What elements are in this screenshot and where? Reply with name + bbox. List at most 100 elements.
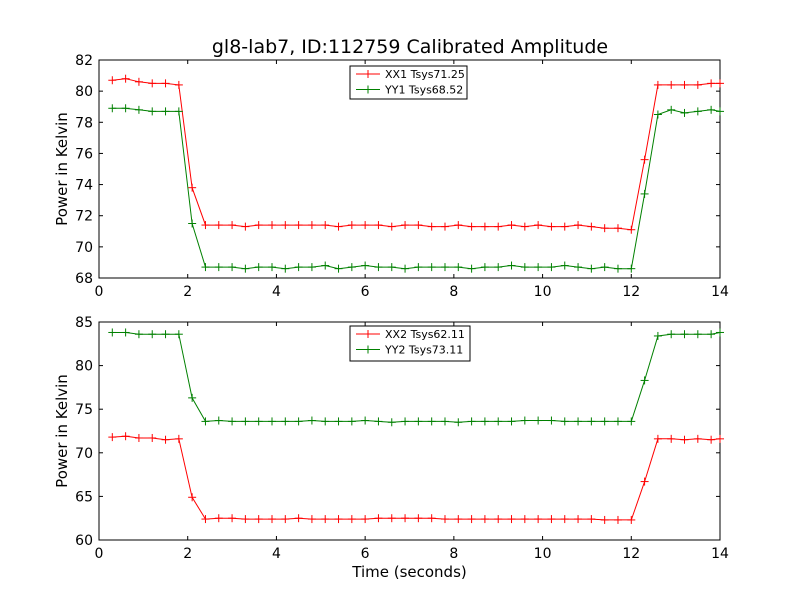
data-point: [294, 221, 303, 230]
data-point: [520, 263, 529, 272]
data-point: [201, 515, 210, 524]
data-point: [267, 515, 276, 524]
data-point: [241, 264, 250, 273]
data-point: [188, 493, 197, 502]
data-point: [294, 417, 303, 426]
data-point: [574, 263, 583, 272]
data-point: [667, 434, 676, 443]
data-point: [680, 108, 689, 117]
data-point: [427, 222, 436, 231]
data-point: [587, 515, 596, 524]
data-point: [640, 189, 649, 198]
data-point: [307, 221, 316, 230]
data-point: [267, 221, 276, 230]
y-tick-label: 72: [75, 209, 93, 225]
data-point: [267, 417, 276, 426]
data-point: [281, 515, 290, 524]
x-tick-label: 14: [711, 284, 729, 300]
data-point: [653, 434, 662, 443]
x-tick-label: 14: [711, 546, 729, 562]
data-point: [667, 105, 676, 114]
data-point: [361, 221, 370, 230]
data-point: [667, 330, 676, 339]
data-point: [188, 393, 197, 402]
data-point: [307, 515, 316, 524]
data-point: [361, 416, 370, 425]
data-point: [520, 416, 529, 425]
data-point: [108, 76, 117, 85]
data-point: [480, 222, 489, 231]
data-point: [627, 515, 636, 524]
data-point: [281, 417, 290, 426]
y-axis-label: Power in Kelvin: [53, 374, 71, 488]
data-point: [174, 107, 183, 116]
x-tick-label: 4: [272, 284, 281, 300]
data-point: [161, 107, 170, 116]
data-point: [534, 263, 543, 272]
data-point: [587, 264, 596, 273]
legend: XX2 Tsys62.11 YY2 Tsys73.11: [349, 325, 471, 362]
data-point: [560, 515, 569, 524]
data-point: [427, 263, 436, 272]
data-point: [374, 417, 383, 426]
data-point: [707, 105, 716, 114]
data-point: [188, 219, 197, 228]
data-point: [401, 264, 410, 273]
data-point: [613, 515, 622, 524]
data-point: [254, 263, 263, 272]
data-point: [121, 432, 130, 441]
data-point: [361, 261, 370, 270]
data-point: [307, 416, 316, 425]
data-point: [414, 514, 423, 523]
data-point: [440, 263, 449, 272]
data-point: [201, 221, 210, 230]
data-point: [480, 515, 489, 524]
data-point: [427, 514, 436, 523]
y-tick-label: 82: [75, 53, 93, 69]
data-point: [334, 417, 343, 426]
data-point: [653, 110, 662, 119]
data-point: [613, 264, 622, 273]
data-point: [454, 221, 463, 230]
data-point: [600, 417, 609, 426]
data-point: [454, 263, 463, 272]
data-point: [707, 79, 716, 88]
data-point: [507, 221, 516, 230]
data-point: [467, 417, 476, 426]
y-tick-label: 70: [75, 446, 93, 462]
x-axis-label: Time (seconds): [351, 563, 467, 581]
data-point: [574, 417, 583, 426]
data-point: [627, 225, 636, 234]
data-point: [574, 515, 583, 524]
x-tick-label: 10: [534, 284, 552, 300]
data-point: [334, 515, 343, 524]
data-point: [161, 330, 170, 339]
data-point: [228, 514, 237, 523]
data-point: [347, 417, 356, 426]
data-point: [347, 221, 356, 230]
data-point: [414, 417, 423, 426]
y-tick-label: 68: [75, 271, 93, 287]
data-point: [321, 261, 330, 270]
x-tick-label: 2: [183, 546, 192, 562]
data-point: [374, 263, 383, 272]
data-point: [214, 263, 223, 272]
data-point: [387, 222, 396, 231]
data-point: [467, 222, 476, 231]
data-point: [560, 261, 569, 270]
y-tick-label: 75: [75, 402, 93, 418]
legend-label: YY2 Tsys73.11: [384, 344, 463, 357]
data-point: [716, 434, 724, 443]
data-point: [520, 515, 529, 524]
data-point: [267, 263, 276, 272]
data-point: [613, 417, 622, 426]
data-point: [440, 515, 449, 524]
data-point: [214, 514, 223, 523]
data-point: [161, 79, 170, 88]
x-tick-label: 12: [622, 284, 640, 300]
data-point: [693, 330, 702, 339]
x-tick-label: 12: [622, 546, 640, 562]
data-point: [707, 330, 716, 339]
data-point: [667, 80, 676, 89]
